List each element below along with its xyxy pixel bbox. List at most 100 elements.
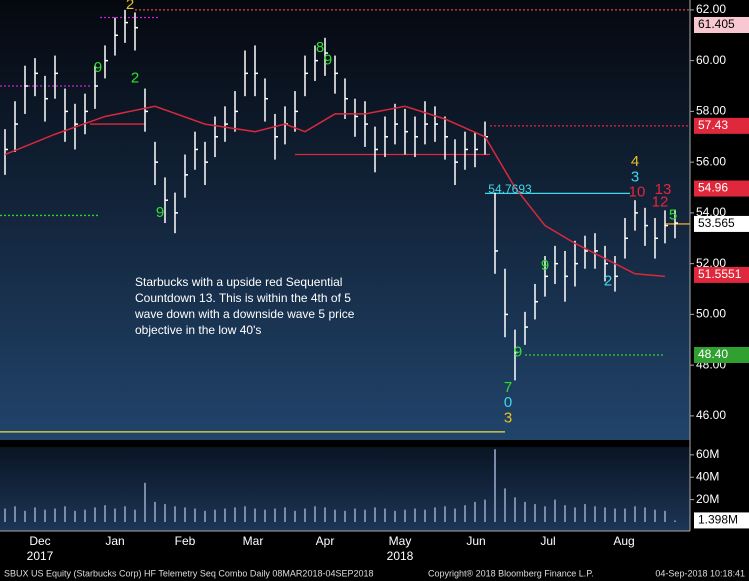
- volume-bar: [204, 510, 206, 522]
- price-tag: [694, 180, 749, 197]
- volume-bar: [364, 509, 366, 522]
- count-label: 5: [669, 206, 677, 223]
- volume-bar: [284, 507, 286, 522]
- x-year-label: 2017: [27, 549, 54, 563]
- price-tag: [694, 215, 749, 232]
- footer-copyright: Copyright® 2018 Bloomberg Finance L.P.: [428, 568, 594, 578]
- x-tick-label: Apr: [316, 534, 335, 548]
- x-tick-label: Jun: [466, 534, 485, 548]
- volume-bar: [144, 482, 146, 522]
- price-tag-label: 61.405: [698, 17, 735, 31]
- y-tick-label: 20M: [696, 492, 719, 506]
- volume-bar: [594, 506, 596, 522]
- volume-bar: [174, 506, 176, 522]
- volume-bar: [264, 509, 266, 522]
- volume-bar: [514, 497, 516, 522]
- price-tag-label: 48.40: [698, 347, 728, 361]
- x-tick-label: Jul: [540, 534, 555, 548]
- price-tag-label: 54.96: [698, 181, 728, 195]
- volume-bar: [224, 508, 226, 522]
- volume-bar: [584, 504, 586, 522]
- price-panel: [0, 0, 690, 440]
- volume-bar: [504, 488, 506, 522]
- volume-bar: [484, 499, 486, 522]
- volume-bar: [354, 508, 356, 522]
- volume-bar: [624, 508, 626, 522]
- volume-bar: [474, 501, 476, 522]
- count-label: 9: [324, 52, 332, 69]
- x-tick-label: Aug: [613, 534, 634, 548]
- count-label: 3: [504, 409, 512, 426]
- volume-bar: [574, 507, 576, 522]
- volume-bar: [44, 509, 46, 522]
- volume-bar: [184, 507, 186, 522]
- volume-bar: [74, 510, 76, 522]
- volume-bar: [404, 509, 406, 522]
- note: Starbucks with a upside red Sequential C…: [134, 275, 355, 337]
- y-tick-label: 60M: [696, 447, 719, 461]
- note-line: Starbucks with a upside red Sequential: [135, 275, 342, 289]
- volume-bar: [244, 506, 246, 522]
- volume-bar: [104, 505, 106, 522]
- volume-bar: [164, 504, 166, 522]
- y-tick-label: 46.00: [696, 408, 726, 422]
- y-tick-label: 60.00: [696, 53, 726, 67]
- price-tag: [694, 346, 749, 363]
- y-tick-label: 40M: [696, 469, 719, 483]
- price-tag-label: 57.43: [698, 118, 728, 132]
- volume-bar: [384, 508, 386, 522]
- volume-bar: [24, 510, 26, 522]
- volume-bar: [674, 520, 676, 522]
- y-tick-label: 62.00: [696, 2, 726, 16]
- volume-bar: [14, 506, 16, 522]
- volume-bar: [84, 509, 86, 522]
- y-tick-label: 52.00: [696, 256, 726, 270]
- volume-bar: [564, 505, 566, 522]
- footer-date: 04-Sep-2018 10:18:41: [655, 568, 745, 578]
- volume-bar: [434, 507, 436, 522]
- count-label: 2: [126, 0, 134, 13]
- volume-bar: [114, 508, 116, 522]
- count-label: 9: [94, 59, 102, 76]
- y-tick-label: 50.00: [696, 307, 726, 321]
- volume-bar: [534, 504, 536, 522]
- volume-bar: [424, 509, 426, 522]
- volume-bar: [274, 508, 276, 522]
- volume-bar: [324, 507, 326, 522]
- volume-bar: [134, 509, 136, 522]
- volume-bar: [634, 506, 636, 522]
- moving-average: [4, 105, 666, 278]
- x-tick-label: Dec: [29, 534, 50, 548]
- count-label: 13: [655, 181, 672, 198]
- volume-bar: [464, 505, 466, 522]
- volume-bar: [304, 508, 306, 522]
- volume-bar: [524, 501, 526, 522]
- count-label: 2: [604, 272, 612, 289]
- count-label: 8: [316, 39, 324, 56]
- count-label: 9: [541, 257, 549, 274]
- volume-bar: [414, 508, 416, 522]
- volume-bar: [64, 506, 66, 522]
- volume-bar: [664, 510, 666, 522]
- footer-left: SBUX US Equity (Starbucks Corp) HF Telem…: [4, 568, 374, 578]
- x-year-label: 2018: [387, 549, 414, 563]
- volume-bar: [54, 508, 56, 522]
- volume-bar: [644, 507, 646, 522]
- volume-bar: [154, 501, 156, 522]
- volume-bar: [494, 449, 496, 522]
- count-label: 10: [629, 184, 646, 201]
- volume-bar: [234, 507, 236, 522]
- y-tick-label: 58.00: [696, 104, 726, 118]
- count-label: 7: [504, 379, 512, 396]
- volume-bar: [344, 510, 346, 522]
- x-tick-label: May: [389, 534, 412, 548]
- count-label: 12: [652, 194, 669, 211]
- y-tick-label: 54.00: [696, 205, 726, 219]
- y-tick-label: 56.00: [696, 154, 726, 168]
- volume-bar: [124, 506, 126, 522]
- volume-bar: [294, 510, 296, 522]
- volume-bar: [604, 507, 606, 522]
- price-tag: [694, 16, 749, 33]
